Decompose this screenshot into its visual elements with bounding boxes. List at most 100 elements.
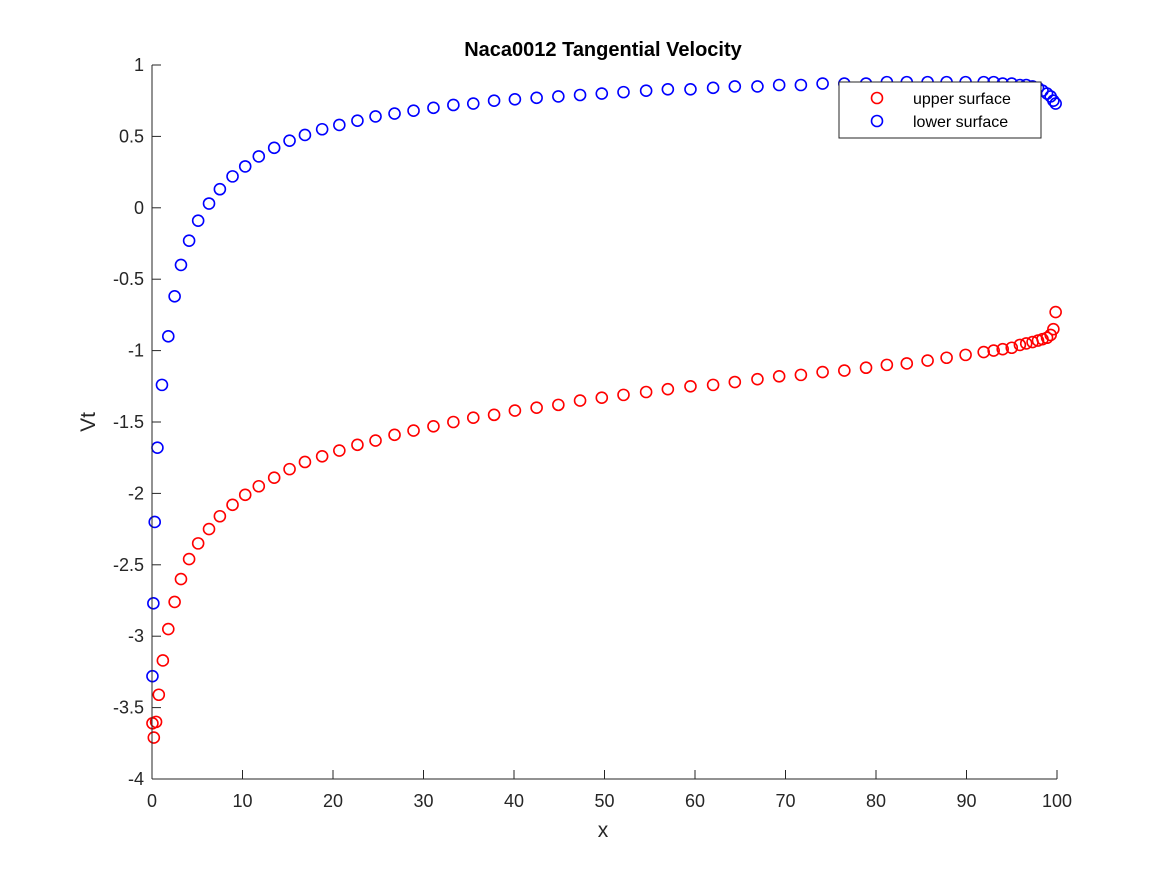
x-tick-label: 40 — [504, 791, 524, 811]
data-point — [298, 455, 312, 469]
x-tick-label: 30 — [413, 791, 433, 811]
data-point — [508, 92, 522, 106]
legend-box — [838, 81, 1042, 139]
data-point — [816, 365, 829, 379]
data-point — [508, 404, 522, 417]
data-point — [684, 82, 697, 96]
legend-label: lower surface — [913, 114, 1008, 131]
x-tick-label: 100 — [1042, 791, 1072, 811]
data-point — [684, 379, 697, 393]
data-point — [351, 114, 364, 127]
y-tick-label: 1 — [134, 55, 144, 75]
data-point — [226, 498, 239, 512]
y-tick-label: 0.5 — [119, 126, 144, 146]
data-point — [152, 688, 166, 702]
data-point — [530, 401, 543, 415]
data-point — [315, 449, 329, 463]
x-tick-label: 60 — [685, 791, 705, 811]
data-point — [1047, 94, 1060, 107]
y-tick-label: -2.5 — [113, 555, 144, 575]
data-point — [148, 515, 162, 529]
data-point — [921, 354, 934, 367]
data-point — [487, 94, 501, 107]
data-point — [252, 150, 266, 163]
data-point — [728, 80, 742, 93]
data-point — [267, 471, 281, 484]
data-point — [487, 408, 501, 422]
data-point — [1040, 87, 1054, 100]
data-point — [794, 78, 808, 92]
data-point — [149, 715, 163, 729]
data-point — [940, 351, 953, 365]
data-point — [617, 388, 630, 402]
data-point — [213, 509, 227, 523]
data-point — [226, 170, 239, 183]
data-point — [977, 345, 990, 359]
data-point — [369, 434, 382, 447]
data-point — [156, 654, 170, 667]
data-point — [639, 385, 653, 399]
data-point — [751, 372, 764, 386]
data-point — [447, 98, 460, 112]
data-point — [639, 84, 653, 98]
data-point — [1047, 322, 1060, 336]
data-point — [333, 118, 346, 132]
data-point — [772, 78, 786, 92]
y-tick-label: -2 — [128, 483, 144, 503]
data-point — [174, 258, 188, 272]
legend: upper surface lower surface — [838, 81, 1042, 139]
data-point — [427, 419, 440, 433]
data-point — [595, 87, 609, 100]
data-point — [900, 357, 914, 370]
data-point — [706, 378, 720, 392]
data-point — [573, 88, 587, 102]
data-point — [147, 731, 161, 744]
data-point — [1005, 341, 1019, 355]
data-point — [283, 134, 296, 147]
data-point — [388, 428, 401, 442]
data-point — [182, 552, 196, 566]
data-point — [351, 438, 364, 452]
data-point — [155, 378, 169, 392]
data-point — [1049, 97, 1062, 110]
data-point — [661, 382, 675, 396]
data-point — [552, 398, 565, 412]
data-point — [530, 91, 543, 105]
data-point — [1013, 338, 1027, 352]
data-point — [595, 391, 609, 405]
x-tick-label: 70 — [775, 791, 795, 811]
data-point — [315, 122, 329, 136]
x-tick-label: 80 — [866, 791, 886, 811]
y-tick-label: -1 — [128, 341, 144, 361]
y-tick-label: -3.5 — [113, 698, 144, 718]
data-point — [161, 622, 175, 636]
data-point — [880, 358, 894, 372]
data-point — [161, 330, 175, 343]
y-axis-label: Vt — [77, 412, 100, 432]
data-point — [267, 141, 281, 155]
data-point — [252, 479, 266, 493]
data-point — [794, 368, 808, 382]
data-point — [772, 370, 786, 383]
data-point — [427, 101, 440, 115]
data-point — [202, 522, 216, 536]
data-point — [298, 128, 312, 142]
x-tick-label: 50 — [594, 791, 614, 811]
data-point — [213, 182, 227, 196]
data-point — [174, 572, 188, 586]
data-point — [466, 97, 480, 110]
data-point — [816, 77, 829, 90]
x-tick-label: 20 — [323, 791, 343, 811]
data-point — [407, 104, 420, 117]
y-tick-label: -1.5 — [113, 412, 144, 432]
data-point — [182, 234, 196, 247]
series-upper-surface — [146, 305, 1062, 744]
data-point — [168, 595, 181, 609]
data-point — [283, 462, 296, 476]
legend-marker — [870, 91, 884, 105]
data-point — [859, 361, 873, 375]
data-point — [1019, 337, 1033, 350]
data-point — [987, 344, 1000, 357]
